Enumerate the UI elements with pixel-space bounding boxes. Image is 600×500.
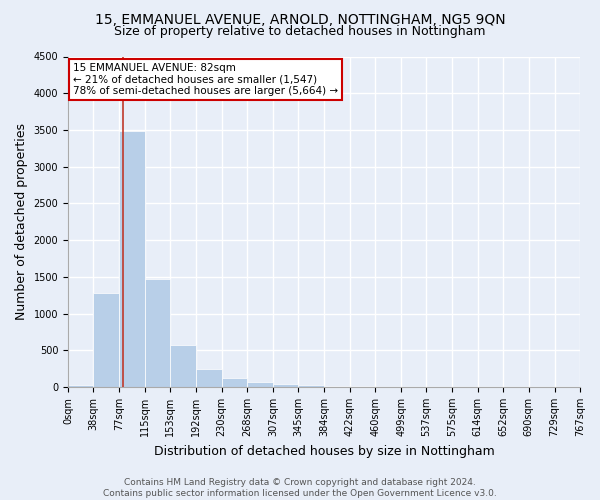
Bar <box>221 378 247 387</box>
Bar <box>94 293 119 387</box>
Bar <box>298 386 325 387</box>
Text: 15, EMMANUEL AVENUE, ARNOLD, NOTTINGHAM, NG5 9QN: 15, EMMANUEL AVENUE, ARNOLD, NOTTINGHAM,… <box>95 12 505 26</box>
Bar <box>196 370 221 387</box>
Bar <box>170 345 196 387</box>
Text: Contains HM Land Registry data © Crown copyright and database right 2024.
Contai: Contains HM Land Registry data © Crown c… <box>103 478 497 498</box>
Bar <box>350 386 375 387</box>
Bar <box>273 384 298 387</box>
Bar <box>145 279 170 387</box>
Text: Size of property relative to detached houses in Nottingham: Size of property relative to detached ho… <box>114 25 486 38</box>
X-axis label: Distribution of detached houses by size in Nottingham: Distribution of detached houses by size … <box>154 444 494 458</box>
Text: 15 EMMANUEL AVENUE: 82sqm
← 21% of detached houses are smaller (1,547)
78% of se: 15 EMMANUEL AVENUE: 82sqm ← 21% of detac… <box>73 63 338 96</box>
Bar <box>119 132 145 387</box>
Bar <box>247 382 273 387</box>
Bar <box>325 386 350 387</box>
Bar <box>68 386 94 387</box>
Y-axis label: Number of detached properties: Number of detached properties <box>15 123 28 320</box>
